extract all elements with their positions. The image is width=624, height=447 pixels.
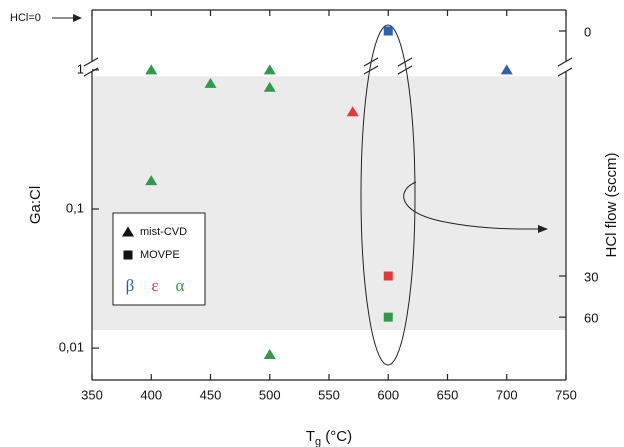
x-tick-label: 350 <box>81 387 103 402</box>
y2-tick-label: 30 <box>584 269 598 284</box>
y-tick-label: 1 <box>77 61 84 76</box>
legend-phase: α <box>176 276 185 295</box>
y2-tick-label: 60 <box>584 311 598 326</box>
legend: mist-CVD MOVPE β ε α <box>112 212 206 306</box>
triangle-marker <box>122 226 134 237</box>
y2-tick-label: 0 <box>584 24 591 39</box>
square-marker <box>123 250 133 260</box>
axis-break <box>83 57 99 77</box>
triangle-marker <box>263 348 276 359</box>
x-tick-label: 750 <box>555 387 577 402</box>
x-label: Tg (°C) <box>306 428 352 447</box>
x-tick-label: 500 <box>259 387 281 402</box>
triangle-marker <box>263 81 276 92</box>
triangle-marker <box>263 64 276 75</box>
legend-phase: β <box>126 276 135 295</box>
x-tick-label: 450 <box>200 387 222 402</box>
square-marker <box>383 271 393 281</box>
y-tick-label: 0,01 <box>59 340 84 355</box>
axis-break <box>557 57 573 77</box>
y2-label: HCl flow (sccm) <box>603 153 620 258</box>
x-tick-label: 550 <box>318 387 340 402</box>
x-tick-label: 600 <box>377 387 399 402</box>
x-tick-label: 400 <box>140 387 162 402</box>
arrow-head <box>538 225 548 233</box>
annotation-arrow-head <box>73 14 82 22</box>
y-label: Ga:Cl <box>27 186 44 224</box>
triangle-marker <box>346 106 359 117</box>
curved-arrow <box>403 181 541 230</box>
triangle-marker <box>145 64 158 75</box>
legend-label: mist-CVD <box>140 226 187 238</box>
x-label-main: T <box>306 428 315 445</box>
x-tick-label: 650 <box>437 387 459 402</box>
selection-ellipse <box>360 24 416 366</box>
legend-phase: ε <box>151 276 158 295</box>
triangle-marker <box>500 64 513 75</box>
x-label-unit: (°C) <box>321 428 352 445</box>
square-marker <box>383 312 393 322</box>
triangle-marker <box>145 175 158 186</box>
square-marker <box>383 26 393 36</box>
legend-label: MOVPE <box>140 249 180 261</box>
x-tick-label: 700 <box>496 387 518 402</box>
x-label-sub: g <box>315 436 321 447</box>
annotation: HCl=0 <box>10 12 41 24</box>
triangle-marker <box>204 77 217 88</box>
y-tick-label: 0,1 <box>66 200 84 215</box>
